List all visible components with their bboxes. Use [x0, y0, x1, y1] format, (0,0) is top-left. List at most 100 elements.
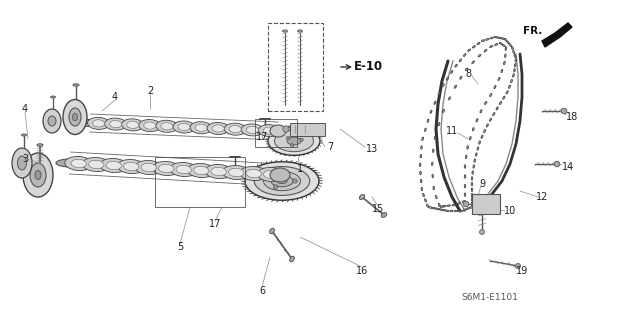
Ellipse shape	[474, 159, 476, 162]
Ellipse shape	[451, 70, 453, 74]
Ellipse shape	[93, 120, 104, 127]
Ellipse shape	[502, 96, 505, 99]
Ellipse shape	[275, 130, 314, 152]
Ellipse shape	[65, 156, 93, 171]
Ellipse shape	[442, 209, 445, 211]
Ellipse shape	[486, 124, 488, 127]
Ellipse shape	[298, 30, 303, 32]
Ellipse shape	[51, 96, 56, 98]
Circle shape	[287, 137, 290, 140]
Ellipse shape	[159, 164, 174, 173]
Ellipse shape	[254, 167, 310, 196]
Ellipse shape	[212, 125, 224, 132]
Ellipse shape	[229, 126, 241, 133]
Text: S6M1-E1101: S6M1-E1101	[461, 293, 518, 301]
Ellipse shape	[509, 85, 511, 88]
Ellipse shape	[152, 161, 180, 175]
Ellipse shape	[442, 109, 445, 113]
Text: E-10: E-10	[353, 61, 383, 73]
Circle shape	[554, 161, 560, 167]
Ellipse shape	[127, 121, 139, 129]
Ellipse shape	[460, 76, 462, 79]
Ellipse shape	[459, 59, 461, 62]
Ellipse shape	[467, 146, 468, 149]
Ellipse shape	[468, 49, 470, 51]
Bar	[472, 194, 500, 214]
Ellipse shape	[493, 113, 495, 116]
Ellipse shape	[471, 182, 473, 186]
Text: 12: 12	[536, 192, 548, 202]
Ellipse shape	[79, 120, 101, 127]
Circle shape	[273, 173, 278, 177]
Ellipse shape	[69, 108, 81, 126]
Ellipse shape	[290, 256, 294, 262]
Ellipse shape	[477, 147, 479, 150]
Ellipse shape	[73, 84, 79, 86]
Ellipse shape	[195, 124, 207, 131]
Ellipse shape	[419, 163, 421, 167]
Ellipse shape	[455, 64, 458, 67]
Ellipse shape	[471, 188, 473, 191]
Ellipse shape	[480, 110, 482, 113]
Ellipse shape	[271, 175, 293, 187]
Ellipse shape	[504, 38, 507, 41]
Ellipse shape	[17, 156, 26, 170]
Ellipse shape	[270, 125, 286, 137]
Ellipse shape	[504, 61, 506, 65]
Ellipse shape	[497, 37, 501, 39]
Ellipse shape	[465, 155, 467, 159]
Ellipse shape	[228, 168, 244, 177]
Ellipse shape	[476, 119, 478, 122]
Ellipse shape	[420, 179, 422, 183]
Ellipse shape	[498, 78, 500, 81]
Ellipse shape	[478, 55, 481, 57]
Ellipse shape	[72, 113, 77, 121]
Ellipse shape	[170, 162, 198, 176]
Ellipse shape	[472, 171, 474, 174]
Ellipse shape	[442, 84, 444, 87]
Ellipse shape	[439, 209, 442, 210]
Text: 13: 13	[366, 144, 378, 154]
Ellipse shape	[37, 144, 43, 146]
Circle shape	[561, 108, 567, 114]
Ellipse shape	[484, 130, 486, 133]
Ellipse shape	[447, 205, 451, 206]
Text: 10: 10	[504, 206, 516, 216]
Ellipse shape	[433, 149, 434, 152]
Text: 11: 11	[446, 126, 458, 136]
Ellipse shape	[472, 46, 476, 48]
Ellipse shape	[144, 122, 156, 129]
Text: 8: 8	[465, 69, 471, 79]
Ellipse shape	[484, 101, 487, 105]
Ellipse shape	[454, 85, 456, 88]
Text: 14: 14	[562, 162, 574, 172]
Ellipse shape	[484, 49, 487, 52]
Ellipse shape	[490, 118, 492, 121]
Ellipse shape	[471, 202, 473, 205]
Ellipse shape	[173, 121, 195, 133]
Ellipse shape	[176, 165, 191, 174]
Ellipse shape	[424, 199, 426, 202]
Ellipse shape	[435, 195, 437, 199]
Ellipse shape	[141, 163, 156, 172]
Ellipse shape	[178, 123, 190, 130]
Circle shape	[515, 263, 520, 269]
Ellipse shape	[429, 207, 432, 208]
Ellipse shape	[494, 36, 497, 38]
Ellipse shape	[464, 193, 466, 197]
Text: 2: 2	[147, 86, 153, 96]
Ellipse shape	[463, 54, 466, 56]
Ellipse shape	[440, 206, 444, 207]
Ellipse shape	[479, 141, 481, 144]
Ellipse shape	[464, 184, 466, 188]
Ellipse shape	[222, 166, 250, 180]
Ellipse shape	[466, 208, 470, 210]
Ellipse shape	[257, 167, 285, 182]
Ellipse shape	[431, 162, 433, 166]
Ellipse shape	[464, 165, 466, 168]
Ellipse shape	[100, 159, 128, 173]
Ellipse shape	[459, 210, 463, 212]
Circle shape	[293, 179, 297, 183]
Ellipse shape	[433, 186, 435, 190]
Ellipse shape	[430, 110, 432, 113]
